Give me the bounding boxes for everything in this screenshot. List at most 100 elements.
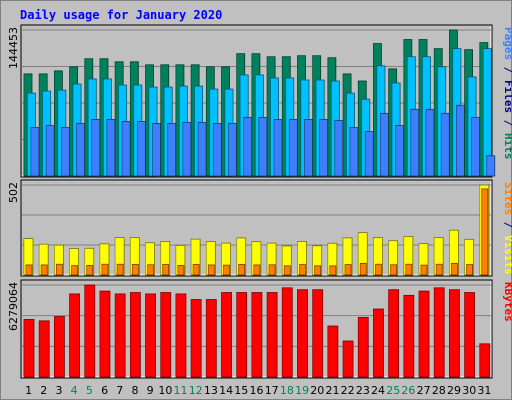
day-label: 3: [55, 384, 62, 397]
ymax-label: 6279064: [7, 282, 20, 331]
day-label: 29: [447, 384, 461, 397]
day-label: 18: [280, 384, 294, 397]
legend-part: /: [502, 215, 512, 235]
bar-pages: [395, 125, 405, 177]
day-label: 25: [386, 384, 400, 397]
bar-kbytes: [114, 293, 126, 378]
legend-part: Hits: [502, 133, 512, 160]
bar-kbytes: [205, 299, 217, 378]
bar-kbytes: [388, 289, 400, 378]
bar-pages: [304, 119, 313, 177]
bar-pages: [60, 127, 70, 177]
day-label: 10: [158, 384, 172, 397]
day-label: 14: [219, 384, 233, 397]
bar-pages: [91, 119, 101, 177]
bar-pages: [456, 104, 465, 177]
bar-pages: [243, 116, 253, 177]
day-label: 19: [295, 384, 309, 397]
bar-pages: [212, 123, 222, 177]
bar-kbytes: [38, 320, 50, 378]
bar-pages: [364, 131, 374, 177]
day-label: 21: [325, 384, 339, 397]
bar-pages: [425, 108, 435, 177]
bar-kbytes: [236, 292, 248, 378]
day-label: 8: [131, 384, 138, 397]
day-label: 15: [234, 384, 248, 397]
day-label: 2: [40, 384, 47, 397]
bar-kbytes: [23, 319, 35, 378]
legend-part: Visits: [502, 235, 512, 275]
day-label: 9: [147, 384, 154, 397]
bar-pages: [349, 127, 359, 177]
day-label: 7: [116, 384, 123, 397]
bar-pages: [106, 119, 116, 177]
bar-kbytes: [266, 292, 278, 378]
bar-kbytes: [190, 299, 202, 378]
bar-kbytes: [449, 289, 460, 378]
day-label: 24: [371, 384, 385, 397]
legend-part: Pages: [502, 27, 512, 60]
bar-pages: [76, 123, 85, 177]
legend-part: Files: [502, 80, 512, 113]
chart-title: Daily usage for January 2020: [20, 8, 222, 22]
bar-kbytes: [251, 292, 263, 378]
day-label: 22: [341, 384, 355, 397]
legend-part: Sites: [502, 182, 512, 215]
bar-kbytes: [342, 340, 354, 378]
day-label: 4: [71, 384, 78, 397]
bar-pages: [471, 116, 481, 177]
day-label: 26: [401, 384, 415, 397]
bar-kbytes: [281, 287, 293, 378]
bar-pages: [288, 119, 298, 177]
day-label: 12: [189, 384, 203, 397]
bar-kbytes: [464, 292, 476, 378]
bar-kbytes: [99, 290, 111, 378]
bar-pages: [486, 155, 496, 177]
panel-hits: 144453 Pages / Files / Hits: [7, 24, 512, 178]
day-label: 16: [250, 384, 264, 397]
bar-kbytes: [53, 316, 65, 378]
bar-kbytes: [145, 293, 156, 378]
bar-pages: [30, 127, 40, 177]
ymax-label: 144453: [7, 27, 20, 69]
bar-kbytes: [84, 284, 96, 378]
bar-pages: [258, 116, 268, 177]
day-label: 27: [417, 384, 431, 397]
bar-pages: [440, 112, 450, 177]
day-labels: 1 2 3 4 5 6 7 8 9 10 11 12 13 14 15 16 17 18 19 20 21 22 23 24 2…: [25, 384, 491, 397]
panels-layer: 144453 Pages / Files / Hits 502 Sites / Vis…: [7, 24, 512, 379]
day-label: 23: [356, 384, 370, 397]
bar-pages: [121, 121, 131, 177]
bar-pages: [167, 123, 177, 177]
bar-pages: [410, 108, 420, 177]
day-label: 31: [477, 384, 491, 397]
day-label: 30: [462, 384, 476, 397]
bar-kbytes: [373, 308, 384, 378]
bar-pages: [334, 120, 344, 177]
bar-kbytes: [175, 293, 187, 378]
day-label: 6: [101, 384, 108, 397]
panel-visits: 502 Sites / Visits: [7, 179, 512, 277]
day-label: 5: [86, 384, 93, 397]
bar-kbytes: [327, 325, 339, 378]
panel-legend: Sites / Visits: [502, 182, 512, 275]
bar-pages: [45, 125, 55, 177]
bar-kbytes: [221, 292, 232, 378]
bar-pages: [319, 119, 329, 177]
bar-pages: [182, 122, 192, 177]
day-label: 28: [432, 384, 446, 397]
bar-kbytes: [297, 289, 308, 378]
panel-kbytes: 6279064 KBytes: [7, 279, 512, 379]
bar-kbytes: [160, 292, 172, 378]
bar-kbytes: [403, 294, 415, 378]
day-label: 20: [310, 384, 324, 397]
bar-kbytes: [129, 292, 141, 378]
panel-legend: Pages / Files / Hits: [502, 27, 512, 160]
bar-pages: [228, 123, 237, 177]
day-label: 17: [265, 384, 279, 397]
legend-part: /: [502, 113, 512, 133]
day-label: 11: [174, 384, 188, 397]
legend-part: KBytes: [502, 282, 512, 322]
